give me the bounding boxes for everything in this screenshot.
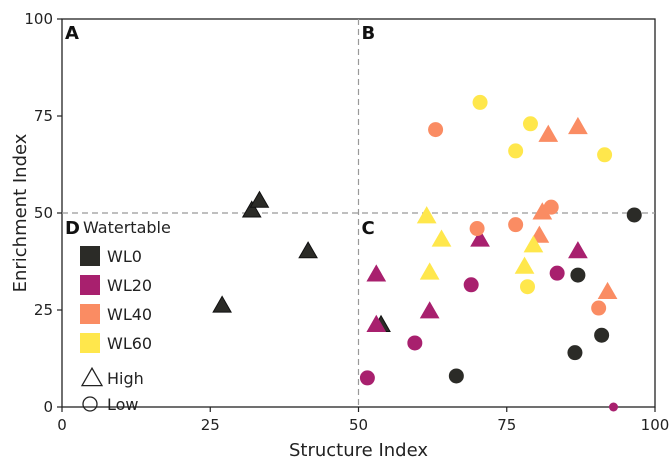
point-wl40-circle xyxy=(508,217,524,233)
y-tick-label: 25 xyxy=(34,301,53,319)
legend-label-wl40: WL40 xyxy=(107,305,152,324)
point-wl40-circle xyxy=(469,221,485,237)
data-points xyxy=(212,94,642,412)
point-wl60-circle xyxy=(597,147,613,163)
point-wl60-triangle xyxy=(514,256,535,274)
legend-swatch-wl60 xyxy=(80,333,100,353)
point-wl20-triangle xyxy=(366,264,387,282)
point-wl20-circle xyxy=(463,277,479,293)
legend-title: Watertable xyxy=(83,218,171,237)
quadrant-label-a: A xyxy=(65,23,79,44)
point-wl20-circle xyxy=(407,335,423,351)
point-wl40-circle xyxy=(591,300,607,316)
axes: 0 25 50 75 100 0 25 50 75 100 Structure Index Enric… xyxy=(10,10,669,461)
y-axis-title: Enrichment Index xyxy=(10,133,31,292)
point-wl0-circle xyxy=(448,368,464,384)
quadrant-label-d: D xyxy=(65,218,80,239)
legend-label-wl60: WL60 xyxy=(107,334,152,353)
y-tick-label: 75 xyxy=(34,107,53,125)
y-tick-label: 50 xyxy=(34,204,53,222)
point-wl0-circle xyxy=(570,267,586,283)
point-wl60-circle xyxy=(472,94,488,110)
x-tick-label: 100 xyxy=(641,416,670,434)
point-wl0-circle xyxy=(626,207,642,223)
y-tick-label: 0 xyxy=(43,398,53,416)
point-wl60-triangle xyxy=(431,229,452,247)
point-wl20-triangle xyxy=(568,241,588,259)
point-wl20-circle xyxy=(608,402,618,412)
point-wl0-circle xyxy=(567,345,583,361)
point-wl40-circle xyxy=(543,199,559,215)
point-wl60-circle xyxy=(520,279,536,295)
point-wl40-circle xyxy=(428,122,444,138)
point-wl0-triangle xyxy=(249,190,270,208)
point-wl40-triangle xyxy=(597,281,618,299)
reference-lines xyxy=(62,19,655,407)
point-wl60-triangle xyxy=(416,206,437,224)
x-tick-label: 75 xyxy=(497,416,516,434)
point-wl60-circle xyxy=(522,116,538,132)
legend-label-low: Low xyxy=(107,395,139,414)
legend-high-triangle-icon xyxy=(80,366,104,387)
point-wl60-triangle xyxy=(419,262,440,280)
point-wl20-triangle xyxy=(419,301,440,319)
point-wl60-triangle xyxy=(523,235,544,253)
legend-label-wl0: WL0 xyxy=(107,247,142,266)
x-tick-label: 0 xyxy=(57,416,67,434)
point-wl20-circle xyxy=(359,370,375,386)
point-wl0-triangle xyxy=(298,241,318,259)
x-tick-label: 50 xyxy=(349,416,368,434)
x-axis-title: Structure Index xyxy=(289,440,428,461)
point-wl20-circle xyxy=(549,265,565,281)
point-wl0-triangle xyxy=(212,295,232,313)
point-wl40-triangle xyxy=(538,124,559,142)
y-tick-label: 100 xyxy=(24,10,53,28)
legend-low-circle-icon xyxy=(82,396,98,412)
legend-label-wl20: WL20 xyxy=(107,276,152,295)
legend-swatch-wl0 xyxy=(80,246,100,266)
quadrant-label-c: C xyxy=(362,218,375,239)
legend-swatch-wl20 xyxy=(80,275,100,295)
point-wl0-triangle xyxy=(241,200,262,218)
legend-label-high: High xyxy=(107,369,144,388)
point-wl0-circle xyxy=(594,327,610,343)
point-wl40-triangle xyxy=(568,116,588,135)
point-wl60-circle xyxy=(508,143,524,159)
legend: Watertable WL0 WL20 WL40 WL60 High Low xyxy=(80,218,171,414)
quadrant-label-b: B xyxy=(362,23,376,44)
quadrant-labels: A B C D xyxy=(65,23,375,239)
point-wl20-triangle xyxy=(470,229,490,247)
x-tick-label: 25 xyxy=(201,416,220,434)
point-wl20-triangle xyxy=(366,314,387,332)
legend-swatch-wl40 xyxy=(80,304,100,324)
